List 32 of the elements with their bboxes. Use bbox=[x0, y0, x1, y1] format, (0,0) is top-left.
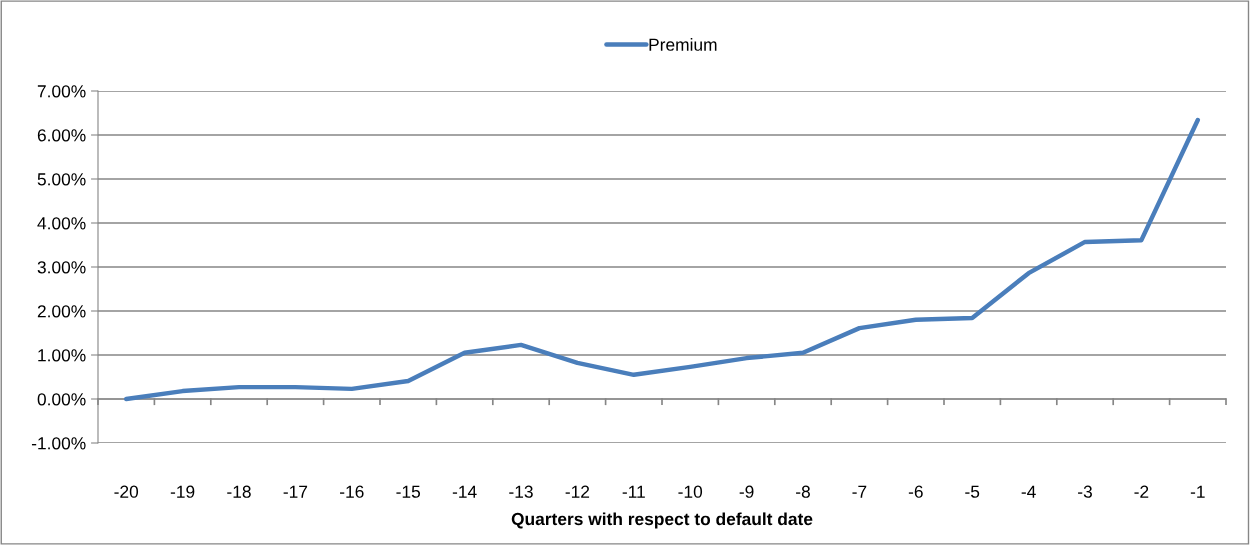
x-tick-label: -20 bbox=[114, 485, 139, 498]
x-tick-label: -6 bbox=[908, 485, 923, 498]
line-series bbox=[123, 117, 1201, 402]
x-tick-label: -18 bbox=[227, 485, 251, 498]
y-tick-label: 5.00% bbox=[37, 173, 86, 186]
y-tick-label: 6.00% bbox=[37, 129, 86, 142]
x-tick-label: -7 bbox=[852, 485, 867, 498]
x-tick-label: -2 bbox=[1134, 485, 1149, 498]
x-tick-label: -5 bbox=[965, 485, 980, 498]
x-tick-label: -1 bbox=[1190, 485, 1205, 498]
x-tick-label: -9 bbox=[739, 485, 754, 498]
x-tick-label: -17 bbox=[283, 485, 308, 498]
y-tick-label: 1.00% bbox=[38, 349, 86, 362]
x-tick-label: -4 bbox=[1021, 485, 1036, 498]
x-tick-label: -19 bbox=[170, 485, 195, 498]
y-tick-label: 2.00% bbox=[37, 305, 86, 318]
y-tick-label: 4.00% bbox=[37, 217, 86, 230]
x-tick-label: -16 bbox=[340, 485, 364, 498]
y-tick-label: 7.00% bbox=[37, 85, 86, 98]
x-tick-label: -3 bbox=[1078, 485, 1092, 498]
y-tick-label: -1.00% bbox=[31, 437, 86, 450]
x-tick-label: -14 bbox=[452, 485, 477, 498]
legend-label: Premium bbox=[649, 38, 717, 51]
x-tick-label: -10 bbox=[678, 485, 703, 498]
x-tick-label: -11 bbox=[622, 485, 645, 498]
x-tick-label: -13 bbox=[509, 485, 533, 498]
x-tick-label: -15 bbox=[396, 485, 421, 498]
y-tick-label: 0.00% bbox=[37, 393, 86, 406]
y-tick-label: 3.00% bbox=[37, 261, 86, 274]
x-axis-title: Quarters with respect to default date bbox=[511, 512, 813, 529]
x-tick-label: -8 bbox=[796, 485, 810, 498]
x-tick-label: -12 bbox=[565, 485, 590, 498]
